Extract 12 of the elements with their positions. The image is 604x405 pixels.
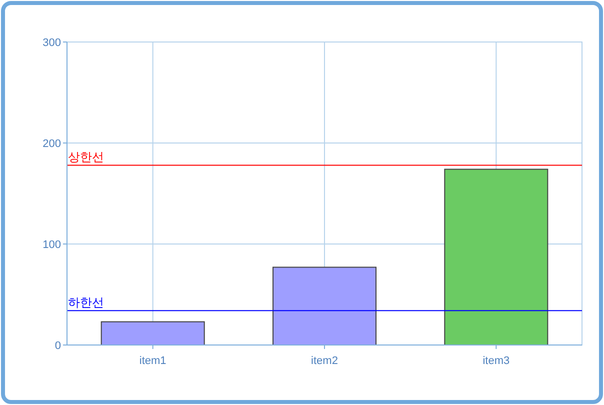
- bar: [100, 321, 205, 346]
- x-tick-label: item3: [482, 355, 510, 367]
- y-tick-label: 0: [54, 340, 61, 352]
- ref-line-label: 하한선: [68, 296, 104, 310]
- bar: [272, 266, 376, 346]
- x-tick-label: item2: [311, 355, 338, 367]
- bar: [444, 168, 548, 346]
- y-tick-label: 300: [42, 37, 61, 49]
- y-tick-label: 200: [42, 138, 61, 150]
- x-tick-label: item1: [139, 355, 166, 367]
- y-tick-label: 100: [42, 239, 61, 251]
- ref-line-label: 상한선: [68, 150, 104, 164]
